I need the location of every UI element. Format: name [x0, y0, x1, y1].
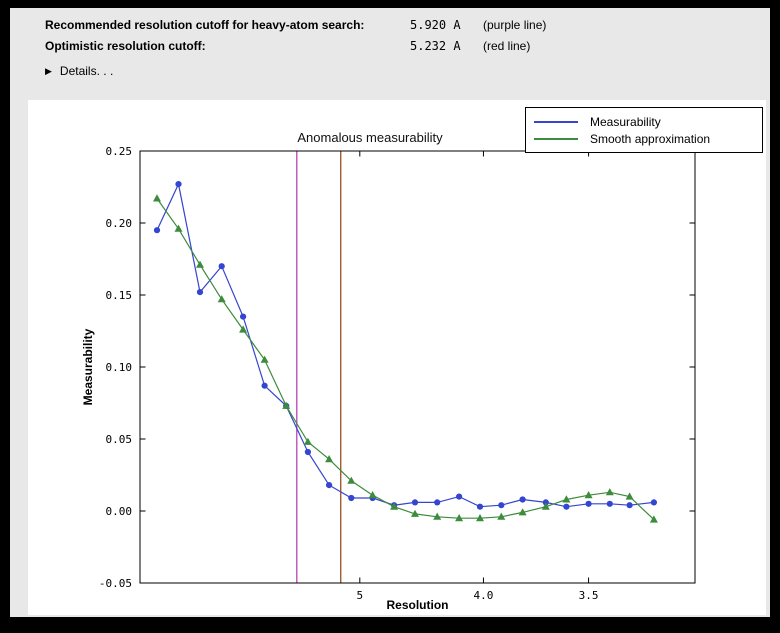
chart-legend: Measurability Smooth approximation — [525, 107, 763, 153]
smooth-approximation-marker — [584, 491, 593, 499]
smooth-approximation-marker — [217, 295, 226, 303]
smooth-approximation-marker — [303, 437, 312, 445]
y-tick-label: 0.20 — [106, 217, 133, 230]
recommended-cutoff-label: Recommended resolution cutoff for heavy-… — [45, 18, 365, 32]
smooth-approximation-marker — [433, 512, 442, 520]
smooth-approximation-marker — [562, 495, 571, 503]
disclosure-triangle-icon[interactable]: ▶ — [45, 65, 52, 76]
smooth-approximation-marker — [649, 515, 658, 523]
legend-swatch-0 — [534, 120, 578, 123]
main-panel: Recommended resolution cutoff for heavy-… — [10, 8, 770, 617]
legend-item-measurability: Measurability — [534, 113, 754, 130]
chart-svg: 0.25 0.20 0.15 0.10 0.05 0.00 -0.05 5 4.0 3.5 — [99, 145, 696, 602]
smooth-approximation-marker — [476, 514, 484, 522]
smooth-approximation-marker — [260, 355, 269, 363]
y-tick-label: 0.15 — [106, 289, 133, 302]
optimistic-cutoff-value: 5.232 A — [410, 39, 461, 53]
smooth-approximation-marker — [239, 325, 248, 333]
y-axis-label: Measurability — [81, 328, 95, 406]
y-tick-label: 0.00 — [106, 505, 133, 518]
smooth-approximation-marker — [411, 509, 419, 517]
recommended-cutoff-value: 5.920 A — [410, 18, 461, 32]
legend-item-smooth-approximation: Smooth approximation — [534, 130, 754, 147]
smooth-approximation-marker — [196, 260, 204, 268]
measurability-marker — [196, 289, 204, 296]
measurability-marker — [542, 499, 549, 506]
smooth-approximation-marker — [174, 224, 183, 232]
smooth-approximation-marker — [497, 512, 506, 520]
optimistic-cutoff-note: (red line) — [483, 39, 531, 53]
details-label[interactable]: Details. . . — [59, 64, 114, 78]
y-tick-label: 0.05 — [106, 433, 133, 446]
measurability-marker — [175, 181, 182, 188]
measurability-marker — [261, 382, 268, 389]
measurability-marker — [218, 263, 225, 270]
smooth-approximation-marker — [541, 502, 550, 510]
measurability-marker — [411, 499, 419, 506]
legend-swatch-1 — [534, 137, 578, 140]
x-tick-label: 4.0 — [474, 589, 494, 602]
legend-label-smooth-approximation: Smooth approximation — [590, 131, 711, 146]
x-tick-label: 3.5 — [579, 589, 599, 602]
details-disclosure[interactable]: ▶ Details. . . — [45, 64, 113, 78]
measurability-marker — [585, 500, 592, 507]
measurability-marker — [348, 494, 355, 502]
measurability-marker — [650, 499, 658, 506]
optimistic-cutoff-label: Optimistic resolution cutoff: — [45, 39, 206, 53]
y-tick-label: 0.10 — [106, 361, 133, 374]
smooth-approximation-marker — [518, 508, 527, 516]
x-axis-label: Resolution — [386, 598, 449, 612]
y-tick-label: 0.25 — [106, 145, 133, 158]
measurability-marker — [456, 493, 463, 500]
optimistic-cutoff-row: Optimistic resolution cutoff: 5.232 A (r… — [45, 39, 530, 53]
recommended-cutoff-row: Recommended resolution cutoff for heavy-… — [45, 18, 546, 32]
recommended-cutoff-note: (purple line) — [483, 18, 547, 32]
smooth-approximation-marker — [153, 194, 161, 202]
chart-canvas: 0.25 0.20 0.15 0.10 0.05 0.00 -0.05 5 4.0 3.5 Ano… — [28, 100, 766, 615]
smooth-approximation-marker — [347, 476, 356, 484]
smooth-approximation-marker — [390, 502, 399, 510]
smooth-approximation-line — [156, 198, 655, 521]
measurability-marker — [626, 502, 633, 509]
chart-title: Anomalous measurability — [297, 130, 443, 145]
smooth-approximation-marker — [605, 488, 614, 496]
measurability-marker — [563, 503, 570, 510]
measurability-marker — [434, 499, 441, 506]
measurability-marker — [304, 448, 311, 456]
measurability-marker — [240, 313, 247, 320]
smooth-approximation-marker — [325, 455, 334, 463]
legend-label-measurability: Measurability — [590, 114, 661, 129]
measurability-line — [156, 182, 654, 508]
y-tick-label: -0.05 — [99, 577, 132, 590]
smooth-approximation-marker — [625, 492, 634, 500]
measurability-marker — [498, 502, 505, 509]
plot-frame — [139, 150, 696, 584]
measurability-marker — [476, 503, 484, 510]
measurability-marker — [519, 496, 526, 503]
measurability-marker — [153, 227, 161, 234]
x-tick-label: 5 — [356, 589, 363, 602]
smooth-approximation-marker — [368, 491, 377, 499]
measurability-marker — [606, 500, 613, 507]
smooth-approximation-marker — [282, 401, 291, 409]
measurability-marker — [326, 482, 333, 489]
smooth-approximation-marker — [455, 514, 464, 522]
